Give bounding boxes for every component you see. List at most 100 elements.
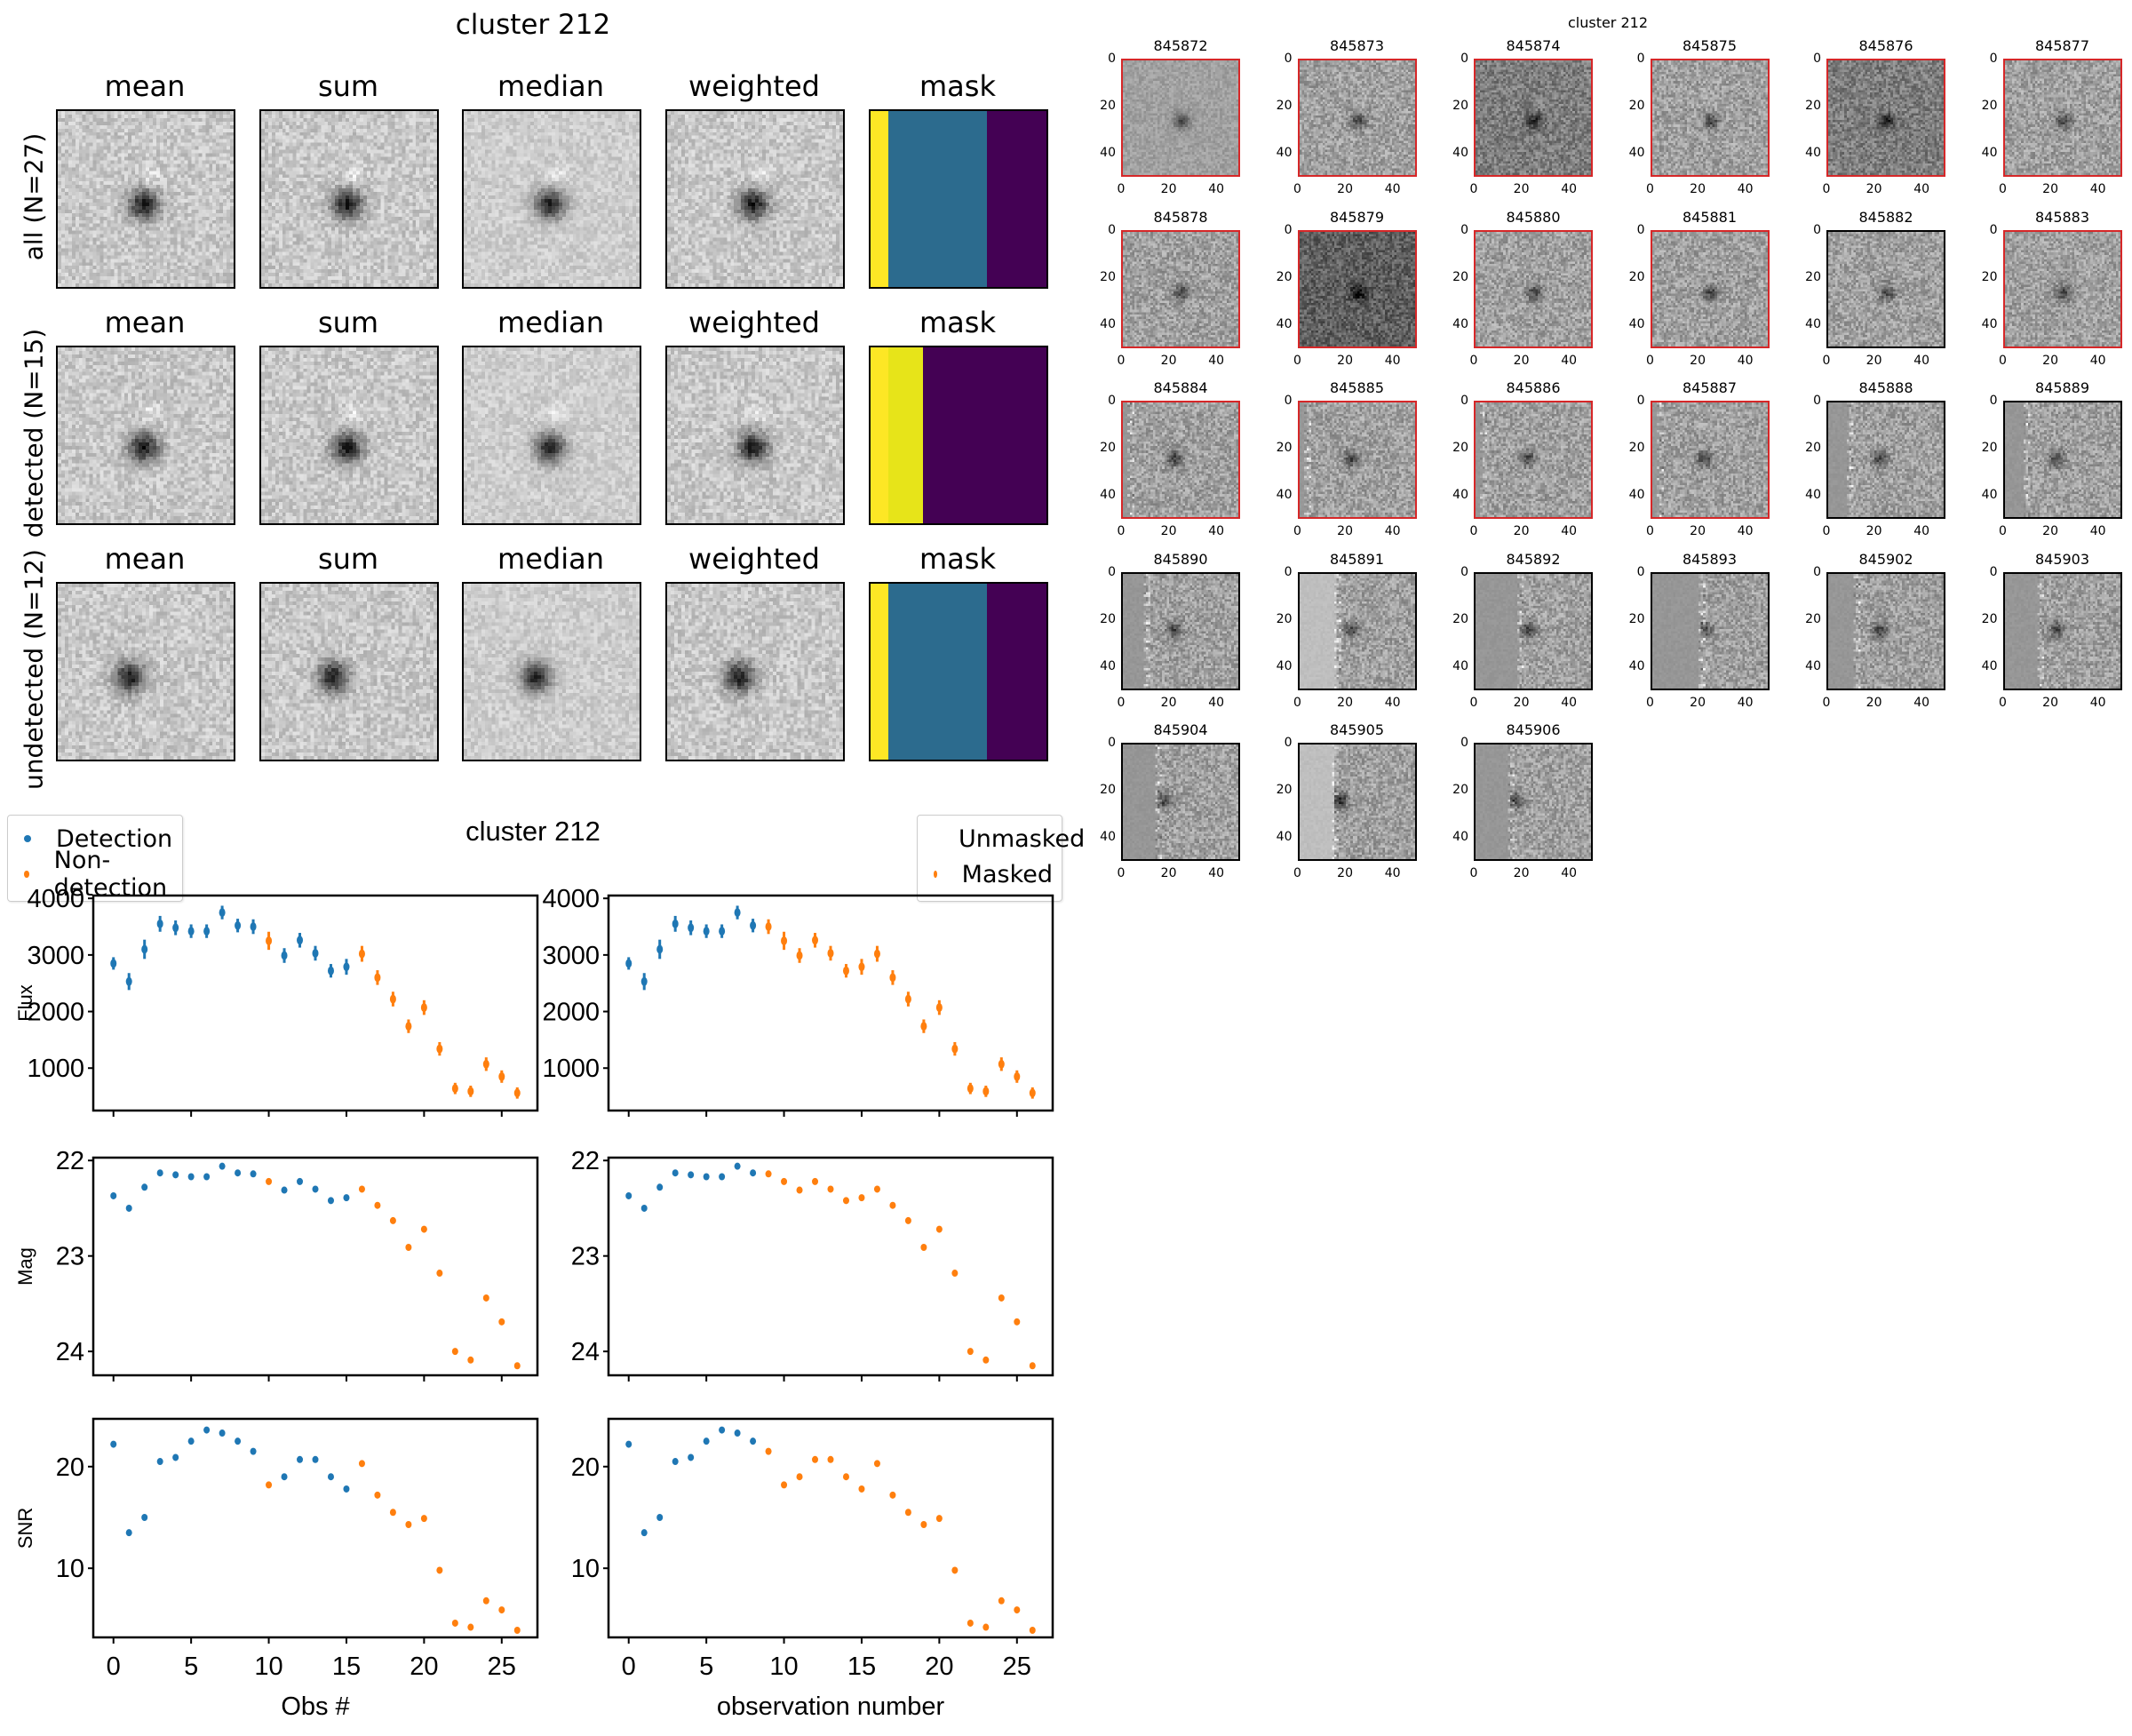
axes-frame	[91, 1156, 539, 1377]
data-point	[889, 973, 896, 983]
thumbnail-image[interactable]	[1474, 229, 1593, 348]
thumbnail-image[interactable]	[1826, 59, 1945, 177]
thumbnail-image[interactable]	[1121, 59, 1240, 177]
thumbnail-image[interactable]	[1826, 401, 1945, 519]
data-point	[982, 1356, 990, 1364]
stack-image-weighted	[665, 582, 845, 761]
data-point	[405, 1520, 412, 1528]
data-point	[498, 1606, 505, 1614]
data-point	[156, 1169, 163, 1177]
data-point	[967, 1619, 974, 1627]
thumbnail-image[interactable]	[2002, 229, 2122, 348]
thumbnail-image[interactable]	[1297, 59, 1417, 177]
data-point	[219, 908, 226, 918]
thumbnail-image[interactable]	[1297, 571, 1417, 690]
thumbnail-image[interactable]	[1474, 59, 1593, 177]
data-point	[374, 1201, 381, 1209]
x-tick-label: 20	[1160, 695, 1177, 710]
x-tick-label: 40	[1208, 695, 1225, 710]
thumbnail-image[interactable]	[1650, 401, 1770, 519]
data-point	[625, 959, 632, 968]
data-point	[640, 976, 648, 986]
thumbnail-canvas	[1476, 60, 1591, 175]
thumbnail-image[interactable]	[1297, 401, 1417, 519]
data-point	[734, 1162, 741, 1170]
y-tick-label: 22	[56, 1147, 84, 1175]
data-point	[951, 1044, 959, 1054]
data-point	[110, 1440, 117, 1448]
thumbnail-title: 845886	[1506, 379, 1561, 396]
y-tick-label: 40	[1628, 488, 1645, 503]
thumbnail-image[interactable]	[1474, 743, 1593, 861]
data-point	[827, 948, 834, 958]
thumbnail-image[interactable]	[1826, 229, 1945, 348]
y-tick-label: 0	[1108, 736, 1116, 750]
y-tick-label: 0	[1284, 394, 1293, 408]
thumbnail-title: 845874	[1506, 37, 1561, 54]
thumbnail-image[interactable]	[1826, 571, 1945, 690]
y-tick-label: 20	[1628, 611, 1645, 626]
thumbnail-image[interactable]	[1297, 229, 1417, 348]
data-point	[935, 1003, 943, 1013]
x-tick-label: 25	[1003, 1652, 1031, 1681]
data-point	[343, 962, 350, 972]
y-tick-label: 40	[1452, 830, 1468, 845]
data-point	[812, 1455, 819, 1463]
thumbnail-image[interactable]	[1121, 743, 1240, 861]
x-tick-label: 40	[1208, 182, 1225, 196]
data-point	[640, 1529, 648, 1537]
thumbnail-image[interactable]	[1650, 229, 1770, 348]
data-point	[327, 1473, 334, 1481]
thumbnail-image[interactable]	[1121, 229, 1240, 348]
x-tick-label: 40	[1737, 182, 1754, 196]
thumbnail-image[interactable]	[2002, 571, 2122, 690]
stack-image-sum	[259, 582, 439, 761]
y-tick-label: 40	[1276, 658, 1293, 673]
thumbnail-image[interactable]	[1650, 571, 1770, 690]
x-tick-label: 20	[1690, 182, 1706, 196]
data-point	[703, 927, 710, 936]
mask-segment	[887, 111, 987, 287]
thumbnail-canvas	[1123, 231, 1238, 346]
thumbnail-image[interactable]	[1297, 743, 1417, 861]
thumbnail-title: 845872	[1153, 37, 1208, 54]
thumbnail-image[interactable]	[1121, 571, 1240, 690]
x-tick-label: 0	[1822, 524, 1831, 538]
axes-flux-mask: 1000 2000 3000 4000	[542, 885, 1054, 1117]
y-tick-label: 0	[1989, 222, 1998, 237]
x-tick-label: 40	[2089, 353, 2106, 368]
data-point	[998, 1294, 1005, 1302]
y-tick-label: 40	[1276, 146, 1293, 161]
y-tick-label: 0	[1108, 564, 1116, 579]
legend-label: Masked	[961, 860, 1053, 888]
x-tick-label: 40	[1561, 524, 1578, 538]
y-tick-label: 0	[1108, 52, 1116, 66]
thumbnail-image[interactable]	[2002, 401, 2122, 519]
thumbnail-image[interactable]	[1474, 401, 1593, 519]
legend-item-unmasked: Unmasked	[927, 821, 1085, 856]
x-tick-label: 0	[1646, 524, 1654, 538]
data-point	[327, 1197, 334, 1205]
x-tick-label: 0	[1646, 182, 1654, 196]
thumbnail-image[interactable]	[2002, 59, 2122, 177]
x-tick-label: 20	[2042, 353, 2058, 368]
thumbnail-canvas	[1299, 573, 1415, 689]
y-tick-label: 0	[1460, 52, 1468, 66]
thumbnail-image[interactable]	[1650, 59, 1770, 177]
y-tick-label: 20	[1981, 611, 1998, 626]
data-point	[405, 1022, 412, 1031]
data-point	[719, 1173, 726, 1181]
x-tick-label: 0	[1822, 353, 1831, 368]
data-point	[656, 944, 664, 954]
thumbnail-image[interactable]	[1121, 401, 1240, 519]
y-tick-label: 40	[1628, 316, 1645, 331]
axes-frame	[91, 894, 539, 1112]
data-point	[125, 1204, 132, 1212]
y-axis-label: Mag	[14, 1247, 36, 1286]
y-tick-label: 23	[571, 1243, 600, 1271]
thumbnail-image[interactable]	[1474, 571, 1593, 690]
x-tick-label: 20	[1513, 695, 1530, 710]
y-tick-label: 40	[1981, 488, 1998, 503]
thumbnail-title: 845884	[1153, 379, 1208, 396]
axes-flux-detection: 1000 2000 3000 4000 Flux	[14, 885, 539, 1117]
